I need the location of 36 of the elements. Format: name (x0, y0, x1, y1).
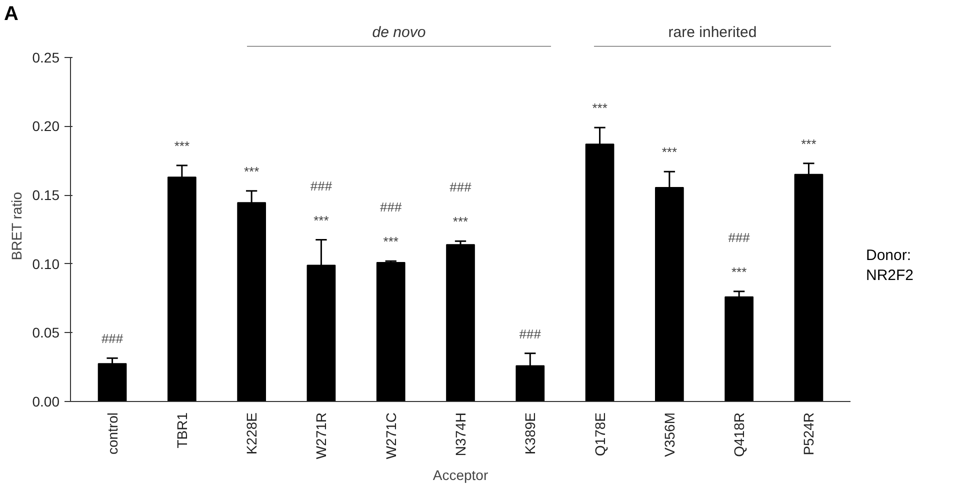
text: ### *** (310, 178, 332, 228)
data-label: ### (101, 331, 124, 346)
y-axis-title: BRET ratio (8, 192, 24, 260)
data-label: *** (244, 164, 260, 179)
text: ### *** (728, 230, 750, 280)
x-tick-label: K228E (244, 412, 260, 455)
bar (98, 363, 127, 402)
x-tick-label: W271C (382, 412, 399, 460)
data-label: ### (519, 326, 542, 342)
x-tick-label: TBR1 (174, 412, 190, 448)
x-tick-label: K389E (522, 412, 538, 455)
y-tick-label: 0.25 (32, 49, 60, 66)
data-label: *** (592, 100, 608, 116)
bar (376, 262, 406, 402)
x-tick-label: Q418R (731, 412, 748, 457)
x-tick-label: P524R (800, 412, 817, 456)
bar (724, 296, 754, 402)
y-tick-label: 0.10 (32, 256, 60, 272)
y-tick-label: 0.00 (32, 394, 60, 410)
x-tick-label: Q178E (592, 412, 608, 456)
y-tick-label: 0.15 (32, 187, 60, 204)
data-label: *** (662, 144, 678, 160)
bar (446, 244, 475, 402)
x-axis-title: Acceptor (432, 467, 488, 484)
x-tick-label: W271R (313, 412, 330, 460)
text: Donor: NR2F2 (866, 246, 914, 286)
data-label: *** (801, 136, 816, 152)
x-tick-label: control (104, 412, 120, 455)
y-tick-label: 0.05 (32, 324, 60, 341)
text: ### *** (450, 180, 472, 230)
text: ### *** (380, 200, 402, 250)
data-label: *** (174, 138, 190, 154)
y-tick-label: 0.20 (32, 118, 60, 134)
x-tick-label: V356M (661, 412, 678, 457)
x-tick-label: N374H (452, 412, 468, 456)
text: A (4, 2, 18, 27)
